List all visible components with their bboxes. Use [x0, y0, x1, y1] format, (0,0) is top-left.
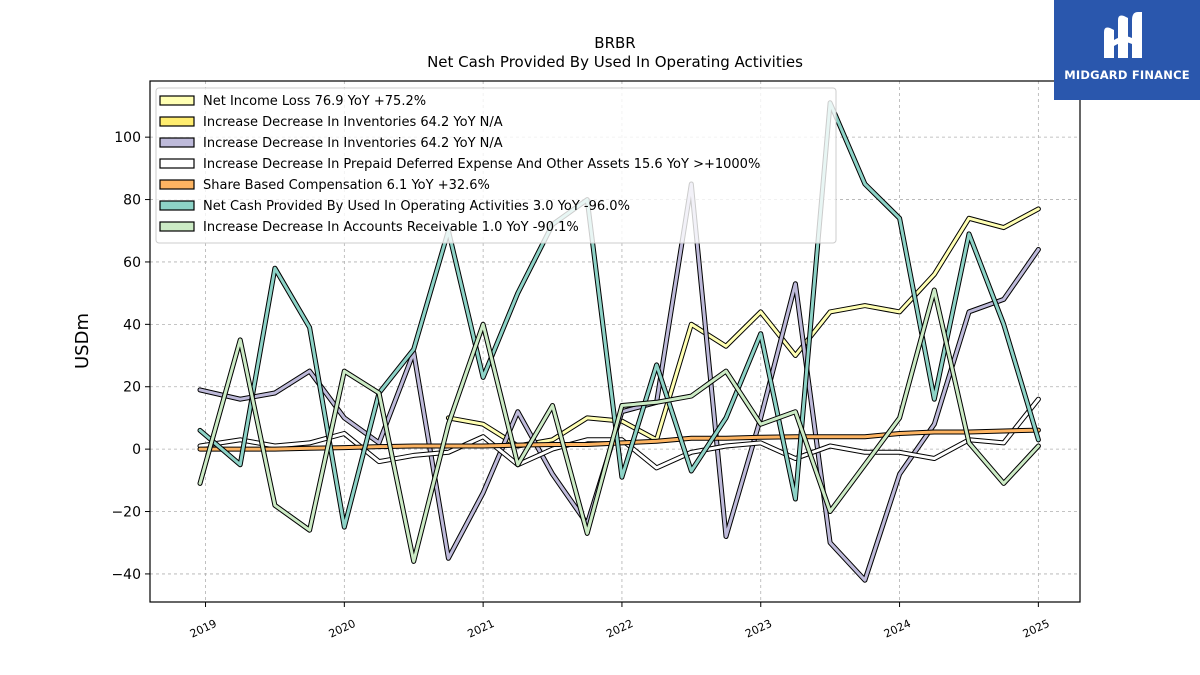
series-line [198, 288, 1040, 563]
y-tick-label: 60 [123, 255, 141, 271]
chart-subtitle: Net Cash Provided By Used In Operating A… [427, 53, 803, 71]
x-tick-label: 2020 [327, 617, 358, 641]
legend-label: Share Based Compensation 6.1 YoY +32.6% [203, 178, 490, 193]
logo-text: MIDGARD FINANCE [1064, 68, 1190, 82]
y-axis: −40 −20 0 20 40 60 80 100 [111, 130, 150, 583]
legend-swatch [159, 137, 195, 148]
legend-swatch [159, 221, 195, 232]
series-line [198, 397, 1040, 470]
legend-label: Net Cash Provided By Used In Operating A… [203, 199, 630, 214]
legend-label: Increase Decrease In Accounts Receivable… [203, 220, 579, 235]
y-tick-label: −40 [111, 567, 141, 583]
series-line [446, 207, 1040, 448]
y-tick-label: 100 [114, 130, 141, 146]
y-tick-label: 80 [123, 193, 141, 209]
midgard-finance-logo: MIDGARD FINANCE [1054, 0, 1200, 100]
x-tick-label: 2025 [1021, 617, 1052, 641]
legend-swatch [159, 116, 195, 127]
legend-swatch [159, 95, 195, 106]
x-tick-label: 2023 [743, 617, 774, 641]
series-line [198, 101, 1040, 529]
series-lines [197, 100, 1041, 583]
y-tick-label: 20 [123, 380, 141, 396]
y-tick-label: −20 [111, 505, 141, 521]
logo-mark-icon [1104, 12, 1142, 58]
chart-title: BRBR [594, 34, 635, 52]
legend-swatch [159, 158, 195, 169]
legend: Net Income Loss 76.9 YoY +75.2% Increase … [155, 87, 837, 244]
x-tick-label: 2024 [882, 617, 913, 641]
legend-swatch [159, 179, 195, 190]
legend-label: Increase Decrease In Inventories 64.2 Yo… [203, 136, 503, 151]
legend-label: Increase Decrease In Inventories 64.2 Yo… [203, 115, 503, 130]
x-axis: 2019 2020 2021 2022 2023 2024 2025 [188, 602, 1052, 641]
y-tick-label: 40 [123, 317, 141, 333]
series-line [198, 428, 1040, 451]
y-tick-label: 0 [132, 442, 141, 458]
x-tick-label: 2019 [188, 617, 219, 641]
legend-box [155, 87, 837, 244]
legend-label: Net Income Loss 76.9 YoY +75.2% [203, 94, 426, 109]
legend-label: Increase Decrease In Prepaid Deferred Ex… [203, 157, 760, 172]
y-axis-label: USDm [72, 313, 93, 369]
x-tick-label: 2021 [466, 617, 497, 641]
x-tick-label: 2022 [604, 617, 635, 641]
legend-swatch [159, 200, 195, 211]
plot-frame [149, 80, 1081, 603]
